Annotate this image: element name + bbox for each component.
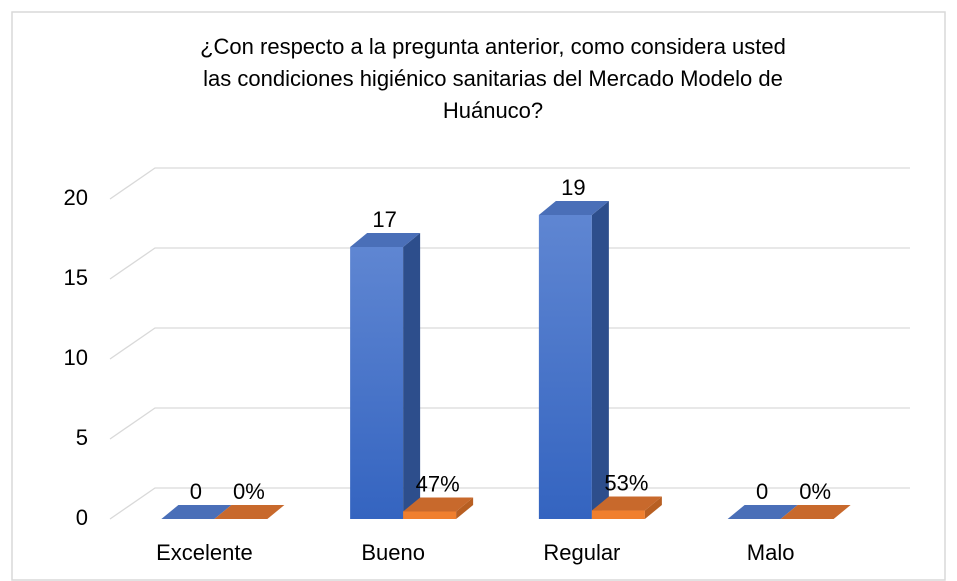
chart-title: las condiciones higiénico sanitarias del… [203,66,783,91]
bar-side [644,496,662,519]
bar-side [591,201,609,519]
data-label: 47% [416,471,460,496]
bar [780,505,851,519]
bar-front [403,511,457,519]
x-tick-label: Malo [747,540,795,565]
bar-front [350,247,404,519]
y-tick-label: 15 [64,265,88,290]
bar-top [538,201,609,215]
x-tick-label: Regular [543,540,620,565]
bar-top [780,505,851,519]
data-label: 0 [190,479,202,504]
bar [591,496,662,519]
x-tick-label: Bueno [361,540,425,565]
grid-line [109,487,910,520]
data-label: 0% [233,479,265,504]
data-label: 53% [604,470,648,495]
bar-top [214,505,285,519]
y-tick-label: 20 [64,185,88,210]
data-label: 19 [561,175,585,200]
chart-frame [11,11,946,581]
bar-side [403,233,421,519]
y-tick-label: 0 [76,505,88,530]
bar [350,233,421,519]
chart-title: Huánuco? [443,98,543,123]
bar [161,505,232,519]
bar-top [350,233,421,247]
bar-top [727,505,798,519]
grid-line [109,247,910,280]
data-label: 0% [799,479,831,504]
chart-title: ¿Con respecto a la pregunta anterior, co… [200,34,786,59]
bar-top [591,496,662,511]
bar-side [456,497,474,519]
data-label: 0 [756,479,768,504]
bar-top [161,505,232,519]
grid-line [109,167,910,200]
bar-front [538,215,592,519]
data-label: 17 [372,207,396,232]
bar [538,201,609,519]
bar [727,505,798,519]
y-tick-label: 5 [76,425,88,450]
x-tick-label: Excelente [156,540,253,565]
y-tick-label: 10 [64,345,88,370]
bar-top [403,497,474,512]
bar [403,497,474,519]
grid-line [109,327,910,360]
bar-front [591,510,645,519]
grid-line [109,407,910,440]
bar [214,505,285,519]
